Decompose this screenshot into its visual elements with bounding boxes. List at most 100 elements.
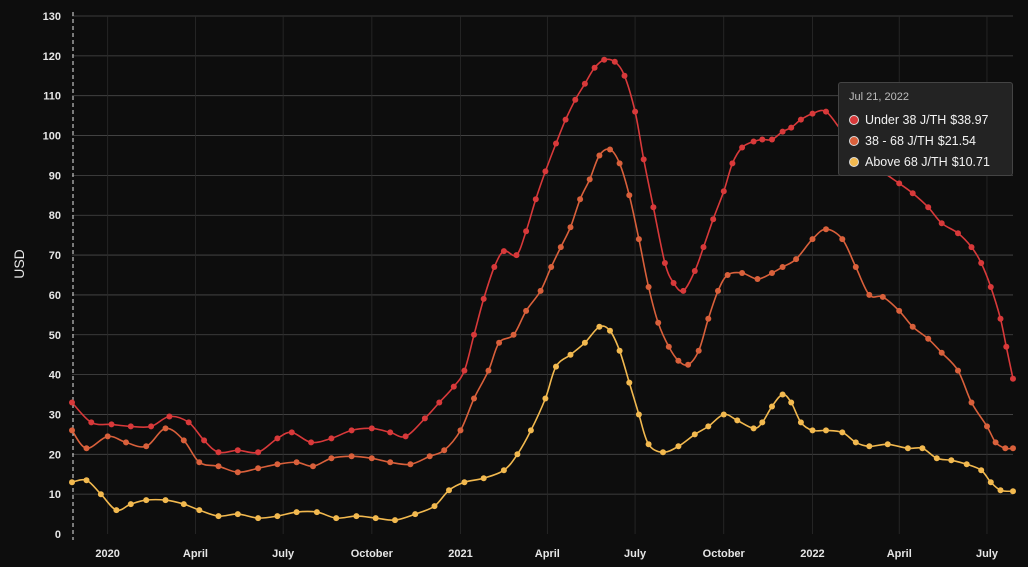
data-point xyxy=(196,507,203,514)
data-point xyxy=(577,196,584,203)
data-point xyxy=(143,497,150,504)
data-point xyxy=(759,419,766,426)
data-point xyxy=(793,256,800,263)
data-point xyxy=(739,144,746,151)
data-point xyxy=(1010,488,1016,495)
data-point xyxy=(113,507,120,514)
tooltip-series-label: Above 68 J/TH xyxy=(865,154,948,169)
data-point xyxy=(148,423,155,430)
x-tick-label: 2021 xyxy=(448,548,472,560)
data-point xyxy=(567,224,574,231)
data-point xyxy=(293,509,300,516)
data-point xyxy=(527,427,534,434)
data-point xyxy=(104,433,111,440)
data-point xyxy=(542,168,549,175)
data-point xyxy=(797,419,804,426)
x-tick-label: 2020 xyxy=(95,548,119,560)
data-point xyxy=(938,349,945,356)
data-point xyxy=(180,437,187,444)
data-point xyxy=(788,399,795,406)
data-point xyxy=(779,391,786,398)
data-point xyxy=(715,287,721,294)
data-point xyxy=(69,479,75,486)
data-point xyxy=(661,260,668,266)
data-point xyxy=(710,216,717,223)
x-tick-label: July xyxy=(976,548,999,560)
data-point xyxy=(461,367,468,374)
data-point xyxy=(557,244,564,251)
y-tick-label: 90 xyxy=(49,170,61,182)
data-point xyxy=(436,399,443,406)
data-point xyxy=(809,236,816,243)
data-point xyxy=(729,160,736,167)
series-color-dot xyxy=(849,156,859,167)
data-point xyxy=(591,64,598,71)
data-point xyxy=(955,230,961,237)
y-tick-label: 130 xyxy=(43,11,61,23)
data-point xyxy=(542,395,549,402)
data-point xyxy=(431,503,438,510)
data-point xyxy=(215,449,222,456)
data-point xyxy=(387,459,394,466)
data-point xyxy=(166,413,173,420)
data-point xyxy=(948,457,955,464)
data-point xyxy=(611,58,618,65)
data-point xyxy=(69,399,75,406)
series-color-dot xyxy=(849,135,859,146)
data-point xyxy=(293,459,300,466)
y-tick-label: 110 xyxy=(43,91,61,103)
data-point xyxy=(984,423,990,430)
data-point xyxy=(675,443,682,450)
series-0 xyxy=(69,56,1016,456)
data-point xyxy=(925,204,932,211)
data-point xyxy=(553,363,559,370)
y-tick-label: 30 xyxy=(49,409,61,421)
data-point xyxy=(274,435,281,442)
data-point xyxy=(933,455,940,462)
tooltip-series-label: 38 - 68 J/TH xyxy=(865,133,934,148)
data-point xyxy=(491,264,498,270)
data-point xyxy=(274,461,281,468)
data-point xyxy=(769,136,775,143)
data-point xyxy=(441,447,448,454)
data-point xyxy=(700,244,707,251)
data-point xyxy=(234,447,241,454)
data-point xyxy=(769,403,775,410)
data-point xyxy=(754,276,761,282)
data-point xyxy=(596,152,603,159)
data-point xyxy=(823,108,829,115)
data-point xyxy=(616,160,623,167)
x-tick-label: April xyxy=(183,548,208,560)
data-point xyxy=(572,96,579,103)
x-tick-label: 2022 xyxy=(800,548,824,560)
data-point xyxy=(596,323,603,330)
data-point xyxy=(69,427,75,434)
data-point xyxy=(997,315,1004,322)
grid-lines xyxy=(72,15,1013,534)
series-layer xyxy=(69,56,1016,524)
data-point xyxy=(581,80,588,87)
tooltip-series-label: Under 38 J/TH xyxy=(865,112,947,127)
data-point xyxy=(387,429,394,436)
data-point xyxy=(968,399,975,406)
data-point xyxy=(852,439,859,446)
data-point xyxy=(514,451,521,458)
data-point xyxy=(500,467,507,474)
data-point xyxy=(626,192,633,199)
x-tick-label: April xyxy=(535,548,560,560)
data-point xyxy=(412,511,419,518)
tooltip-row-38-68: 38 - 68 J/TH $21.54 xyxy=(849,130,1002,151)
data-point xyxy=(750,425,757,432)
data-point xyxy=(185,419,192,426)
data-point xyxy=(333,515,340,522)
y-axis-ticks: 0 10 20 30 40 50 60 70 80 90 100 110 120 130 xyxy=(43,11,61,541)
y-tick-label: 40 xyxy=(49,370,61,382)
data-point xyxy=(866,291,873,298)
data-point xyxy=(769,270,775,276)
data-point xyxy=(143,443,150,450)
data-point xyxy=(632,108,639,115)
x-tick-label: July xyxy=(272,548,295,560)
y-tick-label: 10 xyxy=(49,489,61,501)
data-point xyxy=(919,445,926,452)
data-point xyxy=(879,293,886,300)
